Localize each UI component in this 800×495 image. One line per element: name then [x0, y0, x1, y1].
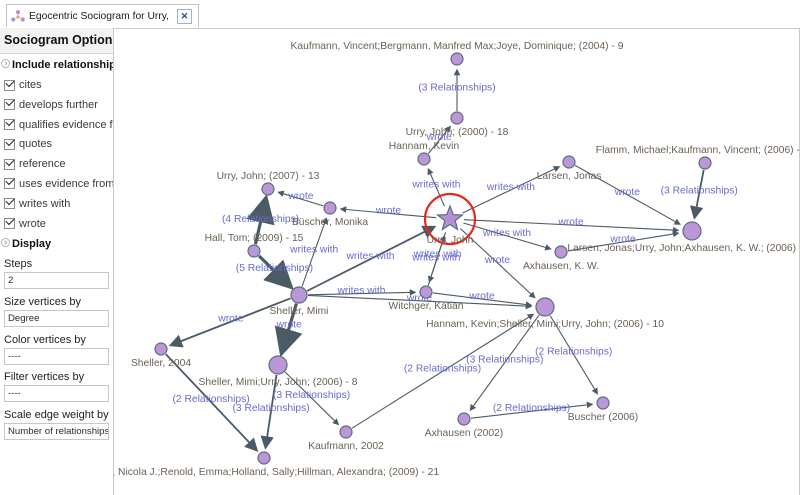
svg-text:Hannam, Kevin;Sheller, Mimi;Ur: Hannam, Kevin;Sheller, Mimi;Urry, John; …	[426, 319, 664, 330]
svg-text:(2 Relationships): (2 Relationships)	[535, 347, 612, 358]
svg-text:writes with: writes with	[336, 286, 385, 297]
svg-text:wrote: wrote	[557, 217, 583, 228]
svg-text:(3 Relationships): (3 Relationships)	[661, 186, 738, 197]
svg-text:Axhausen (2002): Axhausen (2002)	[425, 428, 503, 439]
svg-text:Urry, John: Urry, John	[427, 235, 474, 246]
svg-text:Larsen, Jonas;Urry, John;Axhau: Larsen, Jonas;Urry, John;Axhausen, K. W.…	[567, 243, 800, 254]
svg-text:wrote: wrote	[614, 187, 640, 198]
svg-text:Sheller, Mimi;Urry, John; (200: Sheller, Mimi;Urry, John; (2006) - 8	[199, 377, 358, 388]
svg-text:writes with: writes with	[411, 180, 460, 191]
svg-text:wrote: wrote	[276, 320, 302, 331]
svg-text:Urry, John; (2000) - 18: Urry, John; (2000) - 18	[406, 127, 509, 138]
svg-text:(3 Relationships): (3 Relationships)	[418, 83, 495, 94]
svg-text:wrote: wrote	[287, 191, 313, 202]
svg-text:(5 Relationships): (5 Relationships)	[236, 263, 313, 274]
svg-text:wrote: wrote	[375, 205, 401, 216]
svg-text:Urry, John; (2007) - 13: Urry, John; (2007) - 13	[217, 171, 320, 182]
svg-text:writes with: writes with	[482, 228, 531, 239]
svg-text:(4 Relationships): (4 Relationships)	[222, 214, 299, 225]
svg-text:Witchger, Katian: Witchger, Katian	[389, 301, 464, 312]
svg-text:wrote: wrote	[217, 314, 243, 325]
svg-text:wrote: wrote	[468, 291, 494, 302]
svg-text:Hannam, Kevin: Hannam, Kevin	[389, 141, 460, 152]
svg-text:writes with: writes with	[289, 244, 338, 255]
svg-text:(3 Relationships): (3 Relationships)	[273, 390, 350, 401]
svg-text:Kaufmann, 2002: Kaufmann, 2002	[308, 441, 384, 452]
svg-text:(2 Relationships): (2 Relationships)	[172, 394, 249, 405]
svg-text:wrote: wrote	[484, 255, 510, 266]
svg-text:Ross, Nicola J.;Renold, Emma;H: Ross, Nicola J.;Renold, Emma;Holland, Sa…	[114, 467, 439, 478]
svg-text:Kaufmann, Vincent;Bergmann, Ma: Kaufmann, Vincent;Bergmann, Manfred Max;…	[291, 41, 624, 52]
svg-text:writes with: writes with	[345, 251, 394, 262]
svg-text:writes with: writes with	[486, 182, 535, 193]
svg-text:Axhausen, K. W.: Axhausen, K. W.	[523, 261, 599, 272]
svg-text:writes with: writes with	[411, 253, 460, 264]
svg-text:Larsen, Jonas: Larsen, Jonas	[537, 171, 602, 182]
svg-text:(3 Relationships): (3 Relationships)	[466, 355, 543, 366]
svg-text:Sheller, 2004: Sheller, 2004	[131, 358, 191, 369]
svg-text:Hall, Tom; (2009) - 15: Hall, Tom; (2009) - 15	[205, 233, 304, 244]
svg-text:Flamm, Michael;Kaufmann, Vince: Flamm, Michael;Kaufmann, Vincent; (2006)…	[596, 145, 800, 156]
svg-text:Buscher (2006): Buscher (2006)	[568, 412, 638, 423]
svg-text:(2 Relationships): (2 Relationships)	[493, 403, 570, 414]
svg-text:Sheller, Mimi: Sheller, Mimi	[270, 306, 329, 317]
svg-text:Büscher, Monika: Büscher, Monika	[292, 217, 368, 228]
